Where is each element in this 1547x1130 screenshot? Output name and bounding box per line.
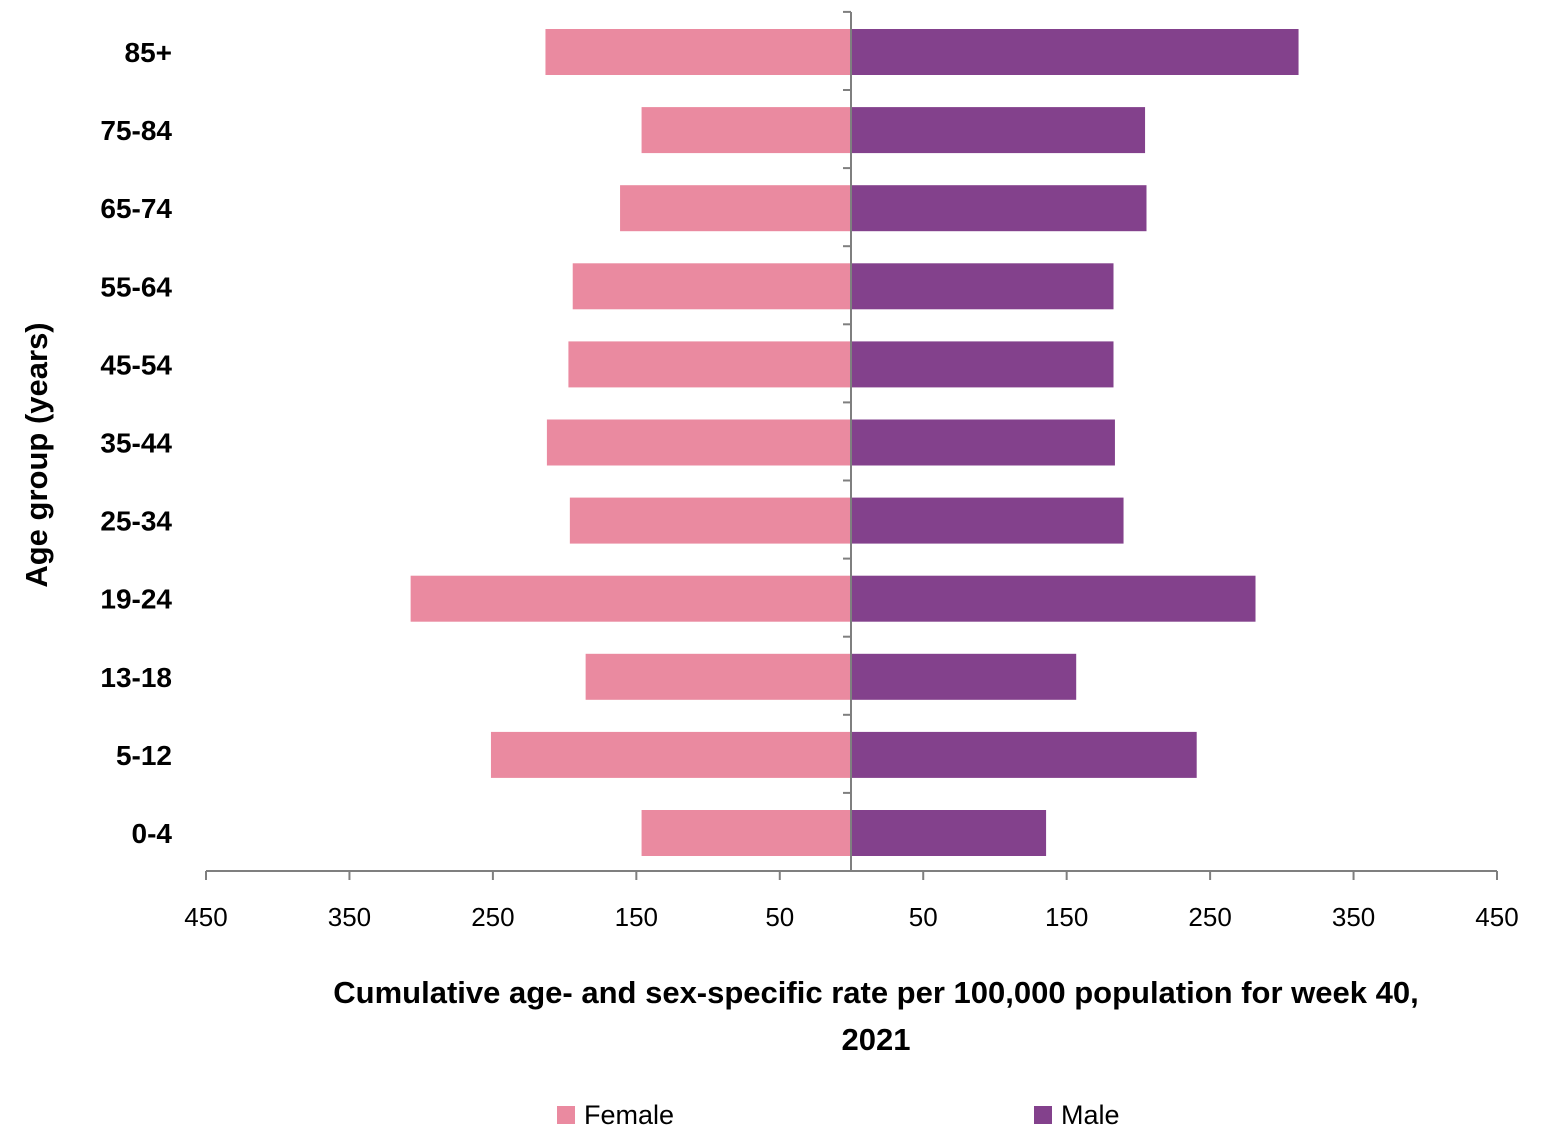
category-label-35-44: 35-44: [100, 428, 172, 459]
bar-female-45-54: [568, 341, 851, 388]
x-tick-label: 150: [1045, 902, 1088, 932]
bar-female-13-18: [585, 653, 851, 700]
bar-female-19-24: [410, 575, 851, 622]
x-tick-label: 350: [1332, 902, 1375, 932]
bar-male-19-24: [851, 575, 1256, 622]
x-tick-label: 450: [1475, 902, 1518, 932]
y-axis-title: Age group (years): [19, 322, 54, 587]
x-axis-title-line-1: Cumulative age- and sex-specific rate pe…: [333, 975, 1418, 1010]
category-label-55-64: 55-64: [100, 271, 172, 302]
legend-swatch-female: [557, 1106, 575, 1124]
male-bars: [851, 29, 1299, 856]
bar-female-85+: [545, 29, 851, 75]
category-label-25-34: 25-34: [100, 506, 172, 537]
category-label-65-74: 65-74: [100, 193, 172, 224]
x-tick-label: 450: [184, 902, 227, 932]
bar-male-65-74: [851, 185, 1147, 232]
category-label-75-84: 75-84: [100, 115, 172, 146]
bar-male-0-4: [851, 810, 1047, 856]
bar-male-25-34: [851, 497, 1124, 544]
x-tick-label: 50: [765, 902, 794, 932]
bar-male-35-44: [851, 419, 1115, 466]
legend: Female Male: [557, 1100, 1120, 1130]
legend-label-male: Male: [1061, 1100, 1120, 1130]
x-tick-label: 250: [471, 902, 514, 932]
x-tick-label: 250: [1188, 902, 1231, 932]
x-tick-labels: 450 350 250 150 50 50 150 250 350 450: [184, 902, 1518, 932]
bar-female-75-84: [641, 107, 851, 154]
bar-male-13-18: [851, 653, 1077, 700]
bar-male-85+: [851, 29, 1299, 75]
female-bars: [410, 29, 851, 856]
axes: [205, 10, 1498, 880]
x-axis-title-line-2: 2021: [842, 1022, 911, 1057]
category-label-5-12: 5-12: [116, 740, 172, 771]
bar-female-25-34: [569, 497, 851, 544]
category-label-0-4: 0-4: [132, 818, 173, 849]
bar-female-5-12: [490, 731, 851, 778]
legend-label-female: Female: [584, 1100, 674, 1130]
category-label-13-18: 13-18: [100, 662, 172, 693]
bar-male-5-12: [851, 731, 1197, 778]
legend-swatch-male: [1034, 1106, 1052, 1124]
bar-male-55-64: [851, 263, 1114, 310]
bar-female-35-44: [546, 419, 851, 466]
bar-female-55-64: [572, 263, 851, 310]
category-labels: 0-4 5-12 13-18 19-24 25-34 35-44 45-54 55-64 65-…: [100, 37, 172, 849]
category-label-45-54: 45-54: [100, 349, 172, 380]
bar-male-75-84: [851, 107, 1146, 154]
bar-male-45-54: [851, 341, 1114, 388]
x-tick-label: 150: [615, 902, 658, 932]
category-label-19-24: 19-24: [100, 584, 172, 615]
bar-female-0-4: [641, 810, 851, 856]
x-tick-label: 50: [909, 902, 938, 932]
bar-female-65-74: [620, 185, 851, 232]
category-label-85+: 85+: [125, 37, 173, 68]
x-tick-label: 350: [328, 902, 371, 932]
